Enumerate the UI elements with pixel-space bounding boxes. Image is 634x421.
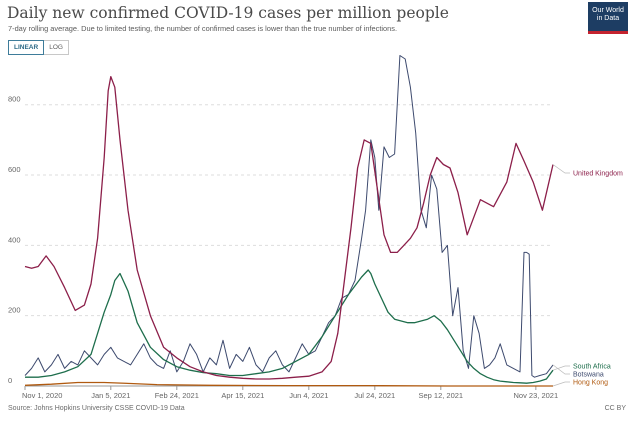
end-label-connector xyxy=(552,381,570,387)
scale-toggle: LINEAR LOG xyxy=(8,40,69,55)
y-tick-label: 600 xyxy=(8,165,21,174)
linear-scale-button[interactable]: LINEAR xyxy=(8,40,45,55)
logo-line-2: in Data xyxy=(596,15,620,22)
chart-subtitle: 7-day rolling average. Due to limited te… xyxy=(8,24,398,33)
x-tick-label: Apr 15, 2021 xyxy=(221,391,264,400)
series-label-south-africa[interactable]: South Africa xyxy=(573,364,611,371)
chart-title: Daily new confirmed COVID-19 cases per m… xyxy=(7,4,449,22)
x-tick-label: Jun 4, 2021 xyxy=(289,391,328,400)
y-axis-ticks: 0 200 400 600 800 xyxy=(8,95,21,385)
end-label-connector xyxy=(552,365,570,371)
y-tick-label: 200 xyxy=(8,306,21,315)
x-tick-label: Nov 1, 2020 xyxy=(22,391,62,400)
series-label-botswana[interactable]: Botswana xyxy=(573,372,604,379)
series-label-hong-kong[interactable]: Hong Kong xyxy=(573,380,608,387)
x-axis-ticks: Nov 1, 2020 Jan 5, 2021 Feb 24, 2021 Apr 15… xyxy=(22,386,558,400)
x-tick-label: Feb 24, 2021 xyxy=(155,391,199,400)
series-label-uk[interactable]: United Kingdom xyxy=(573,171,623,178)
license-note: CC BY xyxy=(604,405,626,412)
source-note: Source: Johns Hopkins University CSSE CO… xyxy=(8,405,185,412)
x-tick-label: Jul 24, 2021 xyxy=(354,391,395,400)
logo-accent-bar xyxy=(588,31,628,34)
end-label-connector xyxy=(552,364,570,375)
y-tick-label: 400 xyxy=(8,235,21,244)
series-line-botswana[interactable] xyxy=(24,55,554,378)
x-tick-label: Sep 12, 2021 xyxy=(418,391,463,400)
y-tick-label: 800 xyxy=(8,95,21,104)
log-scale-button[interactable]: LOG xyxy=(44,40,69,55)
series-line-south-africa[interactable] xyxy=(25,269,554,384)
x-tick-label: Nov 23, 2021 xyxy=(514,391,559,400)
series-line-uk[interactable] xyxy=(24,75,554,380)
y-tick-label: 0 xyxy=(8,376,12,385)
x-tick-label: Jan 5, 2021 xyxy=(91,391,130,400)
series-lines xyxy=(24,55,554,387)
series-line-hong-kong[interactable] xyxy=(24,381,553,387)
logo-line-1: Our World xyxy=(592,7,624,14)
end-label-connector xyxy=(552,164,570,174)
owid-logo[interactable]: Our World in Data xyxy=(588,2,628,34)
